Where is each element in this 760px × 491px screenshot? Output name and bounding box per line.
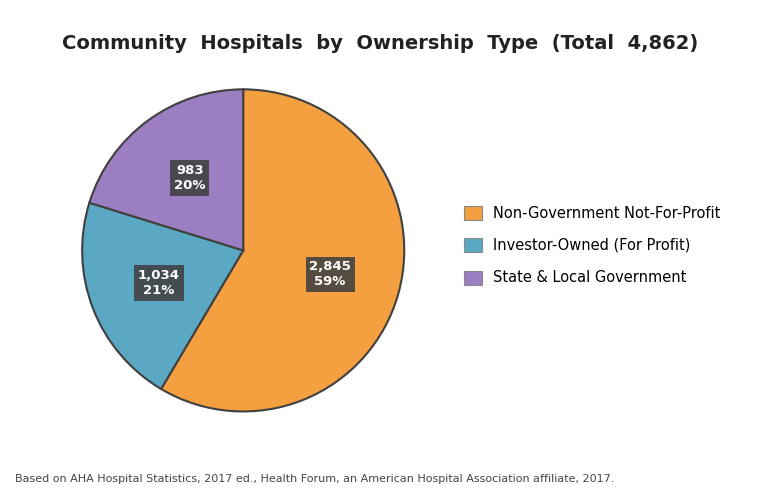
Wedge shape xyxy=(161,89,404,411)
Text: Based on AHA Hospital Statistics, 2017 ed., Health Forum, an American Hospital A: Based on AHA Hospital Statistics, 2017 e… xyxy=(15,474,615,484)
Wedge shape xyxy=(82,203,243,389)
Text: 983
20%: 983 20% xyxy=(174,164,205,192)
Text: Community  Hospitals  by  Ownership  Type  (Total  4,862): Community Hospitals by Ownership Type (T… xyxy=(62,34,698,54)
Text: 2,845
59%: 2,845 59% xyxy=(309,260,351,288)
Text: 1,034
21%: 1,034 21% xyxy=(138,269,180,297)
Wedge shape xyxy=(90,89,243,250)
Legend: Non-Government Not-For-Profit, Investor-Owned (For Profit), State & Local Govern: Non-Government Not-For-Profit, Investor-… xyxy=(464,206,720,285)
